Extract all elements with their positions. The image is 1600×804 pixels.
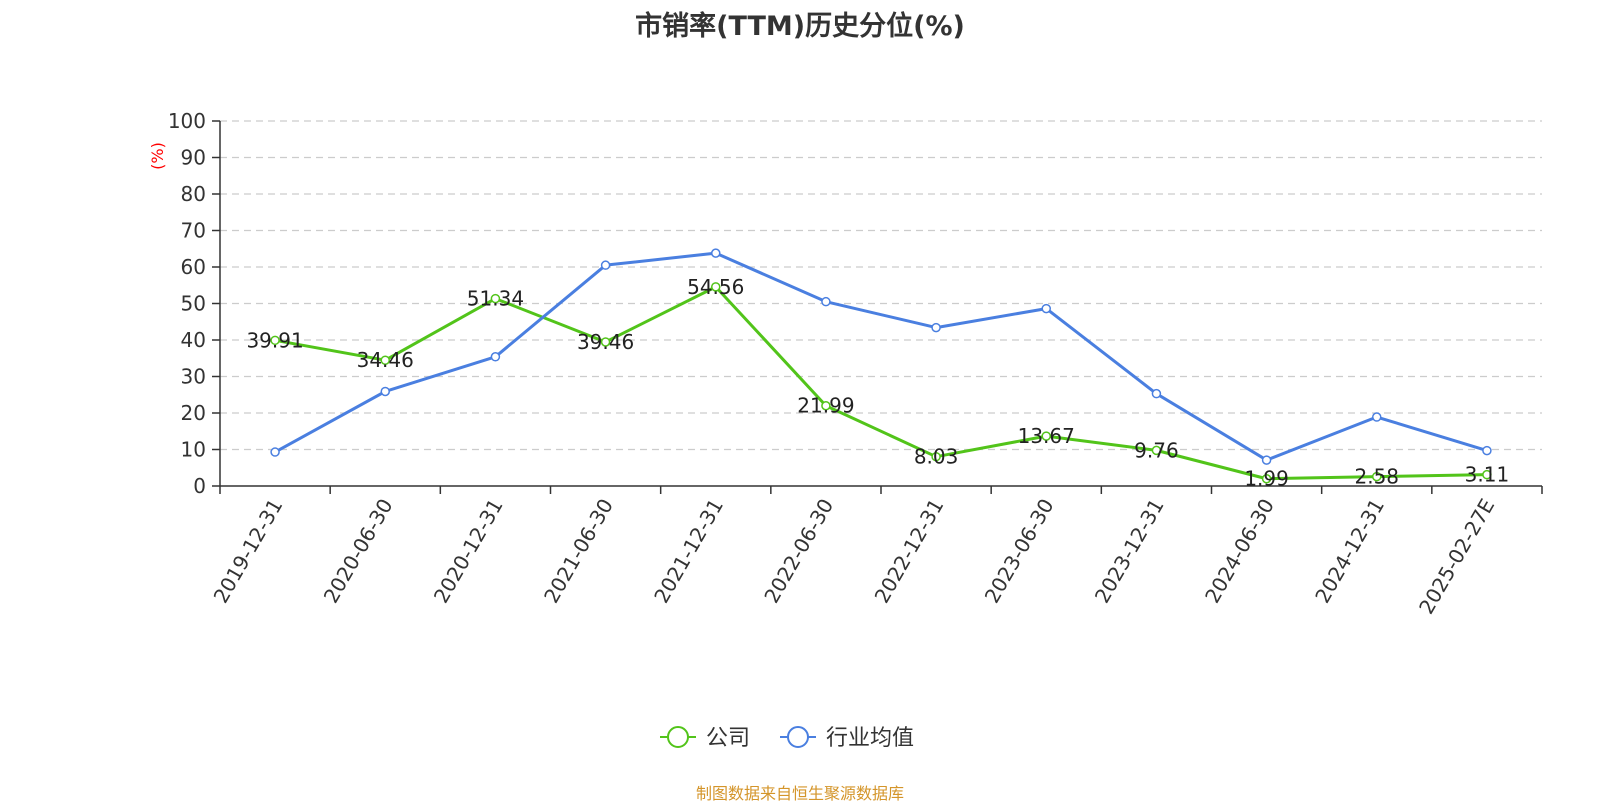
- data-point: [600, 337, 611, 347]
- data-point: [490, 352, 501, 362]
- source-note: 制图数据来自恒生聚源数据库: [695, 784, 904, 803]
- x-tick-label: 2023-12-31: [1090, 495, 1169, 608]
- data-label: 13.67: [1018, 424, 1075, 448]
- data-point: [600, 260, 611, 270]
- legend-marker: [667, 726, 689, 748]
- data-point: [380, 355, 390, 365]
- data-label: 9.76: [1134, 438, 1179, 462]
- data-label: 54.56: [687, 275, 744, 299]
- y-tick-label: 70: [181, 219, 206, 243]
- y-tick-label: 60: [181, 255, 206, 279]
- data-point: [1151, 388, 1162, 399]
- data-point: [1261, 455, 1272, 465]
- data-point: [490, 293, 501, 304]
- data-point: [380, 386, 390, 397]
- data-label: 39.91: [246, 328, 303, 352]
- y-tick-label: 80: [181, 182, 206, 206]
- data-label: 1.99: [1244, 467, 1289, 491]
- x-tick-label: 2022-12-31: [870, 495, 949, 608]
- series-line: [274, 285, 1487, 481]
- legend-label: 公司: [706, 726, 750, 751]
- chart-title: 市销率(TTM)历史分位(%): [635, 11, 965, 42]
- data-point: [1482, 469, 1492, 480]
- legend-label: 行业均值: [826, 726, 914, 751]
- x-tick-label: 2024-12-31: [1310, 495, 1389, 608]
- data-point: [270, 447, 280, 457]
- x-tick-label: 2021-06-30: [539, 495, 618, 608]
- data-point: [1041, 303, 1051, 314]
- data-point: [1372, 412, 1382, 422]
- legend-marker: [787, 726, 809, 748]
- data-point: [1151, 445, 1162, 456]
- data-label: 21.99: [797, 394, 854, 418]
- data-point: [931, 322, 941, 333]
- y-tick-label: 0: [193, 474, 206, 498]
- data-label: 8.03: [914, 445, 959, 469]
- data-label: 3.11: [1465, 463, 1510, 487]
- x-tick-label: 2025-02-27E: [1414, 495, 1499, 619]
- y-tick-label: 20: [181, 401, 206, 425]
- data-point: [1261, 473, 1272, 484]
- y-tick-label: 100: [168, 109, 206, 133]
- data-label: 51.34: [467, 287, 524, 311]
- data-point: [270, 335, 280, 346]
- data-label: 2.58: [1354, 465, 1399, 489]
- y-axis-label: (%): [148, 142, 167, 170]
- x-tick-label: 2024-06-30: [1200, 495, 1279, 608]
- x-tick-label: 2020-06-30: [319, 495, 398, 608]
- data-point: [711, 248, 721, 258]
- data-point: [1041, 431, 1051, 441]
- y-tick-label: 90: [181, 146, 206, 170]
- data-point: [1372, 471, 1382, 482]
- data-point: [821, 400, 831, 411]
- y-tick-label: 10: [181, 438, 206, 462]
- y-tick-label: 40: [181, 328, 206, 352]
- x-tick-label: 2022-06-30: [759, 495, 838, 608]
- x-tick-label: 2020-12-31: [429, 495, 508, 608]
- data-label: 34.46: [357, 348, 414, 372]
- data-label: 39.46: [577, 330, 634, 354]
- x-tick-label: 2023-06-30: [980, 495, 1059, 608]
- y-tick-label: 30: [181, 365, 206, 389]
- y-tick-label: 50: [181, 292, 206, 316]
- data-point: [711, 282, 721, 292]
- data-point: [1482, 445, 1492, 456]
- x-tick-label: 2021-12-31: [649, 495, 728, 608]
- data-point: [931, 451, 941, 462]
- data-point: [821, 296, 831, 307]
- series-line: [274, 251, 1488, 462]
- x-tick-label: 2019-12-31: [209, 495, 288, 608]
